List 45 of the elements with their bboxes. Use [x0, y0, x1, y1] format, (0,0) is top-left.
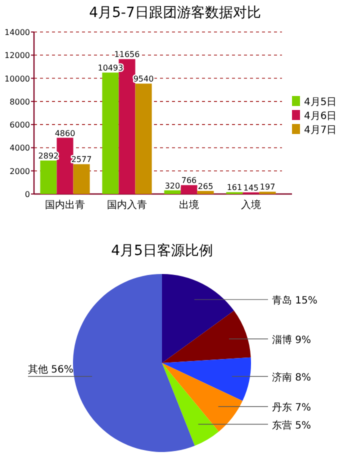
- pie-slice: [162, 363, 243, 432]
- pie-slice: [162, 274, 234, 363]
- y-tick-label: 12000: [4, 51, 30, 60]
- pie-slice: [73, 274, 195, 452]
- x-tick-label: 入境: [241, 199, 261, 211]
- pie-slice: [162, 310, 251, 363]
- x-tick-label: 国内出青: [45, 199, 85, 211]
- y-tick-label: 8000: [10, 97, 30, 106]
- data-label: 766: [181, 176, 197, 186]
- bar: [56, 138, 74, 194]
- x-tick-label: 出境: [179, 199, 199, 211]
- data-label: 11656: [114, 50, 140, 60]
- chart-title: 4月5日客源比例: [111, 243, 213, 259]
- chart-title: 4月5-7日跟团游客数据对比: [89, 5, 261, 21]
- y-tick-label: 6000: [10, 120, 30, 130]
- bar: [135, 84, 152, 194]
- data-label: 197: [260, 182, 276, 192]
- slice-label: 淄博 9%: [272, 334, 312, 346]
- bar: [102, 72, 119, 194]
- legend-label: 4月6日: [304, 111, 337, 122]
- y-tick-label: 4000: [10, 144, 30, 153]
- data-label: 145: [243, 183, 259, 192]
- legend-label: 4月7日: [304, 125, 337, 136]
- y-tick-label: 2000: [10, 166, 30, 176]
- data-label: 320: [164, 181, 180, 190]
- y-tick-label: 14000: [4, 28, 30, 37]
- y-tick-label: 0: [24, 190, 30, 199]
- bar: [40, 160, 57, 194]
- bar: [73, 164, 90, 194]
- slice-label: 东营 5%: [272, 419, 312, 432]
- data-label: 265: [198, 182, 214, 191]
- pie-slice: [162, 357, 251, 401]
- y-tick-label: 10000: [4, 74, 30, 84]
- data-label: 4860: [54, 128, 76, 138]
- data-label: 161: [226, 183, 242, 192]
- pie-slice: [162, 363, 219, 446]
- slice-label: 青岛 15%: [272, 294, 318, 307]
- bar: [164, 190, 181, 194]
- bar: [180, 185, 198, 194]
- bar: [197, 190, 214, 194]
- slice-label: 其他 56%: [28, 363, 74, 376]
- slice-label: 丹东 7%: [272, 402, 312, 414]
- slice-label: 济南 8%: [272, 371, 312, 384]
- legend-label: 4月5日: [304, 97, 337, 108]
- x-tick-label: 国内入青: [107, 199, 147, 211]
